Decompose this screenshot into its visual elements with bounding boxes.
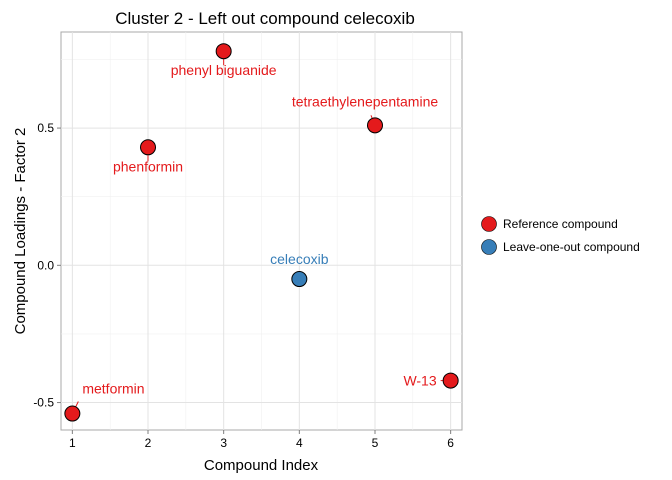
data-point	[64, 405, 81, 422]
x-tick-label: 3	[220, 436, 227, 450]
point-label: tetraethylenepentamine	[292, 93, 439, 109]
legend-key	[481, 216, 497, 232]
y-tick-label: -0.5	[33, 396, 54, 410]
point-label: metformin	[82, 381, 144, 397]
data-points: metformin phenformin phenyl biguanide tetra…	[64, 43, 459, 422]
y-tick-label: 0.0	[37, 258, 54, 272]
data-point	[140, 139, 157, 156]
data-point	[215, 43, 232, 60]
grid-minor	[61, 32, 462, 430]
legend-key	[481, 239, 497, 255]
legend: Reference compound Leave-one-out compound	[481, 216, 640, 255]
point-label: phenformin	[113, 158, 183, 174]
legend-label: Leave-one-out compound	[503, 240, 640, 254]
x-axis: 1 2 3 4 5 6	[69, 430, 454, 450]
chart-title: Cluster 2 - Left out compound celecoxib	[115, 9, 415, 28]
data-point	[366, 117, 383, 134]
x-tick-label: 2	[145, 436, 152, 450]
x-tick-label: 1	[69, 436, 76, 450]
x-tick-label: 6	[447, 436, 454, 450]
point-label: phenyl biguanide	[171, 62, 277, 78]
grid-major	[61, 32, 462, 430]
x-tick-label: 4	[296, 436, 303, 450]
legend-label: Reference compound	[503, 217, 618, 231]
plot-panel	[60, 31, 463, 431]
data-point	[442, 372, 459, 389]
x-tick-label: 5	[372, 436, 379, 450]
y-axis-title: Compound Loadings - Factor 2	[12, 128, 29, 335]
point-label: celecoxib	[270, 251, 329, 267]
data-point	[291, 271, 308, 288]
point-label: W-13	[403, 373, 436, 389]
y-tick-label: 0.5	[37, 121, 54, 135]
y-axis: -0.5 0.0 0.5	[33, 121, 61, 410]
x-axis-title: Compound Index	[204, 457, 319, 474]
